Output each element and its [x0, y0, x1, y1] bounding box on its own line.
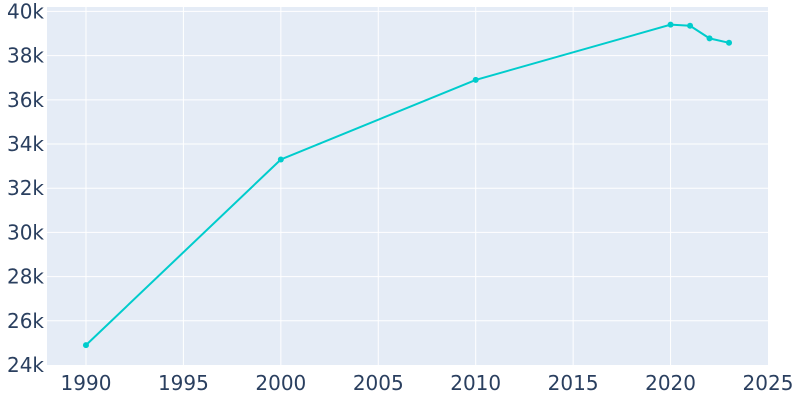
data-point-2000[interactable]	[277, 156, 284, 163]
y-tick-label: 28k	[7, 265, 44, 289]
x-tick-label: 2010	[450, 371, 501, 395]
y-tick-label: 32k	[7, 176, 44, 200]
x-tick-label: 2025	[743, 371, 794, 395]
data-point-2020[interactable]	[667, 21, 674, 28]
x-tick-label: 1990	[61, 371, 112, 395]
data-point-2023[interactable]	[726, 39, 733, 46]
x-tick-label: 2000	[255, 371, 306, 395]
data-point-1990[interactable]	[82, 342, 89, 349]
data-point-2022[interactable]	[706, 35, 713, 42]
y-tick-label: 34k	[7, 132, 44, 156]
y-tick-label: 36k	[7, 88, 44, 112]
y-tick-label: 40k	[7, 0, 44, 23]
data-point-2010[interactable]	[472, 76, 479, 83]
y-tick-label: 30k	[7, 220, 44, 244]
x-tick-label: 2005	[353, 371, 404, 395]
plot-area	[47, 7, 768, 365]
x-tick-label: 2015	[548, 371, 599, 395]
y-tick-label: 38k	[7, 44, 44, 68]
x-tick-label: 2020	[645, 371, 696, 395]
y-axis-ticks: 24k 26k 28k 30k 32k 34k 36k 38k 40k	[7, 0, 44, 377]
x-axis-ticks: 1990 1995 2000 2005 2010 2015 2020 2025	[61, 371, 794, 395]
x-tick-label: 1995	[158, 371, 209, 395]
x-gridlines	[85, 7, 672, 365]
series-group	[82, 21, 733, 349]
data-point-2021[interactable]	[687, 22, 694, 29]
y-tick-label: 26k	[7, 309, 44, 333]
y-gridlines	[47, 10, 768, 322]
y-tick-label: 24k	[7, 353, 44, 377]
